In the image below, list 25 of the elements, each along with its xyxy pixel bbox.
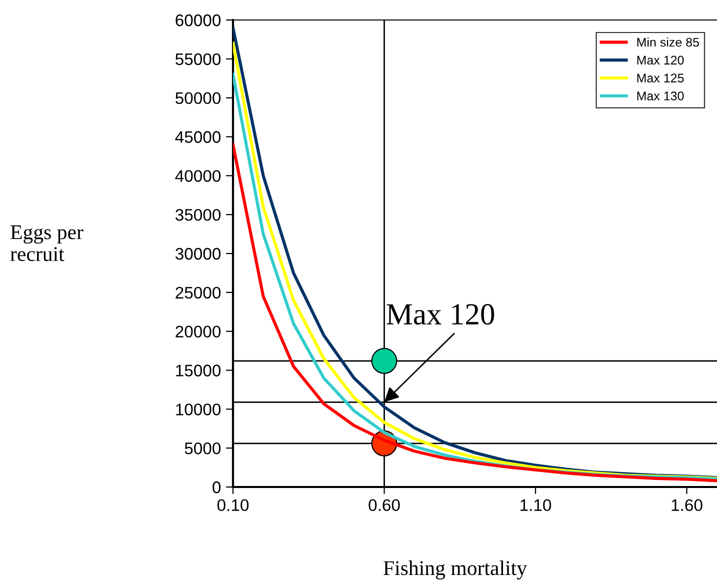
- x-tick-label: 0.60: [368, 499, 400, 512]
- y-tick-label: 0: [212, 481, 221, 494]
- y-tick-label: 60000: [176, 14, 221, 26]
- x-tick-label: 1.60: [672, 499, 702, 512]
- legend-label: Min size 85: [637, 38, 699, 47]
- y-tick-label: 35000: [175, 208, 221, 221]
- line-series: [233, 143, 717, 482]
- x-axis-title: Fishing mortality: [384, 560, 527, 580]
- y-tick-label: 25000: [176, 286, 221, 299]
- annotation: Max 120: [386, 304, 494, 325]
- y-tick-label: 45000: [175, 131, 221, 143]
- y-tick-label: 40000: [175, 170, 221, 182]
- y-tick-label: 55000: [176, 53, 221, 66]
- y-tick-label: 5000: [184, 442, 221, 454]
- y-tick-label: 50000: [176, 92, 221, 104]
- y-tick-label: 10000: [176, 404, 221, 416]
- legend-label: Max 120: [637, 56, 684, 65]
- legend-label: Max 130: [637, 92, 684, 100]
- y-tick-label: 15000: [176, 364, 221, 376]
- y-axis-title: Eggs per recruit: [10, 225, 84, 262]
- legend-label: Max 125: [637, 74, 684, 82]
- y-tick-label: 20000: [176, 326, 221, 338]
- y-tick-label: 30000: [175, 248, 221, 260]
- x-tick-label: 1.10: [520, 499, 552, 512]
- x-tick-label: 0.10: [217, 499, 249, 512]
